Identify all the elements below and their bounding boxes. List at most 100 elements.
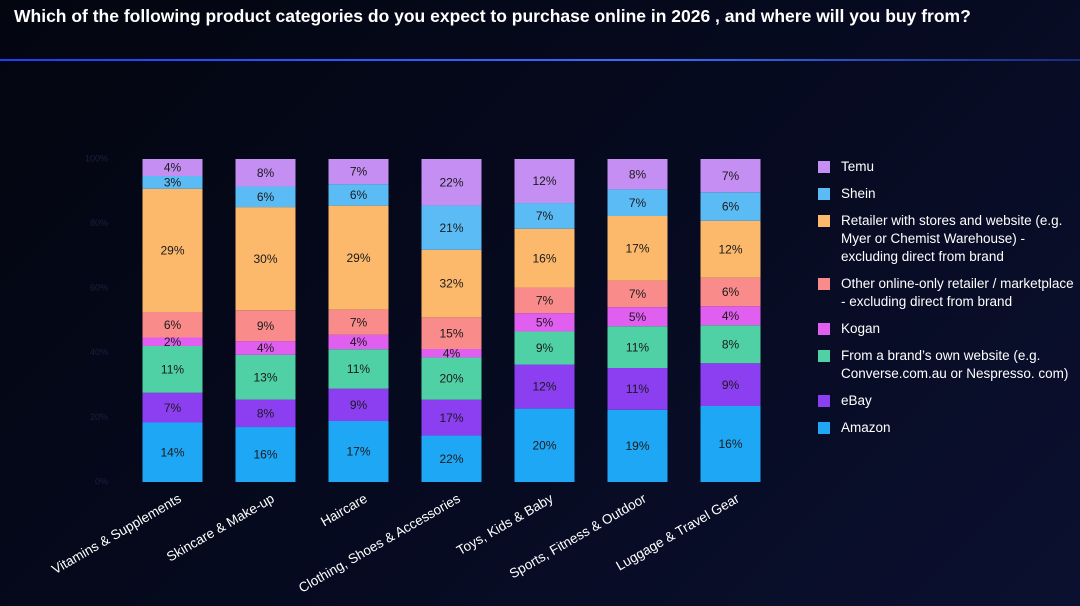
value-label: 16% — [253, 448, 277, 462]
bar-segment — [514, 313, 575, 332]
value-label: 20% — [532, 438, 556, 452]
bar-segment — [421, 249, 482, 318]
legend-swatch — [818, 323, 830, 335]
legend-label: Shein — [841, 186, 876, 201]
value-label: 20% — [439, 372, 463, 386]
bar-segment — [421, 205, 482, 250]
value-label: 5% — [536, 316, 554, 330]
value-label: 7% — [722, 169, 740, 183]
value-label: 13% — [253, 370, 277, 384]
value-label: 12% — [718, 242, 742, 256]
y-tick-label: 80% — [90, 218, 108, 228]
y-tick-label: 0% — [95, 476, 108, 486]
bar-segment — [607, 326, 668, 368]
y-tick-label: 60% — [90, 283, 108, 293]
legend-item: Kogan — [818, 320, 1080, 338]
value-label: 32% — [439, 277, 463, 291]
value-label: 7% — [536, 293, 554, 307]
bar-segment — [421, 317, 482, 349]
legend-item: Amazon — [818, 419, 1080, 437]
value-label: 15% — [439, 326, 463, 340]
x-tick-label: Vitamins & Supplements — [49, 491, 184, 578]
y-tick-label: 20% — [90, 412, 108, 422]
bar-segment — [235, 399, 296, 428]
legend-swatch — [818, 395, 830, 407]
legend-swatch — [818, 161, 830, 173]
bar-segment — [328, 159, 389, 185]
bar-segment — [235, 186, 296, 208]
bar-segment — [700, 192, 761, 221]
bar-segment — [421, 357, 482, 400]
bar-segment — [700, 220, 761, 278]
bar-segment — [328, 309, 389, 335]
bar-segment — [607, 159, 668, 190]
value-label: 5% — [629, 310, 647, 324]
value-label: 29% — [160, 244, 184, 258]
value-label: 6% — [164, 318, 182, 332]
bar-segment — [421, 159, 482, 206]
legend-item: From a brand’s own website (e.g. Convers… — [818, 347, 1080, 383]
bar-segment — [421, 349, 482, 358]
value-label: 9% — [257, 319, 275, 333]
bar-segment — [421, 399, 482, 436]
bar-segment — [607, 216, 668, 281]
bar-segment — [142, 422, 203, 482]
value-label: 22% — [439, 452, 463, 466]
value-label: 11% — [626, 340, 649, 354]
x-tick-label: Clothing, Shoes & Accessories — [296, 491, 463, 596]
legend-item: Other online-only retailer / marketplace… — [818, 275, 1080, 311]
value-label: 21% — [439, 221, 463, 235]
legend-label: From a brand’s own website (e.g. Convers… — [841, 348, 1069, 381]
value-label: 8% — [257, 406, 275, 420]
value-label: 6% — [722, 285, 740, 299]
value-label: 4% — [164, 161, 182, 175]
bar-segment — [514, 408, 575, 482]
bar-segment — [328, 349, 389, 389]
value-label: 4% — [257, 341, 275, 355]
value-label: 14% — [160, 445, 184, 459]
value-label: 8% — [722, 337, 740, 351]
bar-segment — [607, 368, 668, 410]
value-label: 30% — [253, 252, 277, 266]
bar-segment — [607, 280, 668, 308]
value-label: 4% — [722, 309, 740, 323]
legend-item: Temu — [818, 158, 1080, 176]
value-label: 6% — [257, 190, 275, 204]
legend-item: Retailer with stores and website (e.g. M… — [818, 212, 1080, 266]
legend-item: eBay — [818, 392, 1080, 410]
bar-segment — [514, 203, 575, 229]
legend-label: Temu — [841, 159, 875, 174]
bar-segment — [328, 388, 389, 421]
bar-segment — [328, 334, 389, 350]
value-label: 12% — [532, 380, 556, 394]
bar-segment — [514, 228, 575, 288]
legend-label: Other online-only retailer / marketplace… — [841, 276, 1074, 309]
legend-swatch — [818, 422, 830, 434]
value-label: 8% — [257, 166, 275, 180]
y-tick-label: 40% — [90, 347, 108, 357]
x-tick-label: Haircare — [318, 491, 370, 529]
bar-segment — [700, 325, 761, 364]
value-label: 9% — [350, 398, 368, 412]
header-rule — [0, 59, 1080, 61]
value-label: 17% — [625, 241, 649, 255]
value-label: 7% — [536, 209, 554, 223]
bar-segment — [235, 207, 296, 311]
value-label: 12% — [532, 174, 556, 188]
bar-segment — [235, 354, 296, 400]
bar-segment — [700, 406, 761, 482]
bar-segment — [607, 409, 668, 482]
legend: Temu Shein Retailer with stores and websit… — [818, 158, 1080, 446]
value-label: 7% — [629, 287, 647, 301]
bar-segment — [142, 312, 203, 338]
value-label: 17% — [439, 411, 463, 425]
bar-segment — [607, 307, 668, 327]
value-label: 22% — [439, 175, 463, 189]
bar-segment — [328, 420, 389, 482]
value-label: 16% — [532, 251, 556, 265]
value-label: 11% — [347, 362, 370, 376]
bar-segment — [235, 427, 296, 482]
bar-segment — [235, 341, 296, 355]
